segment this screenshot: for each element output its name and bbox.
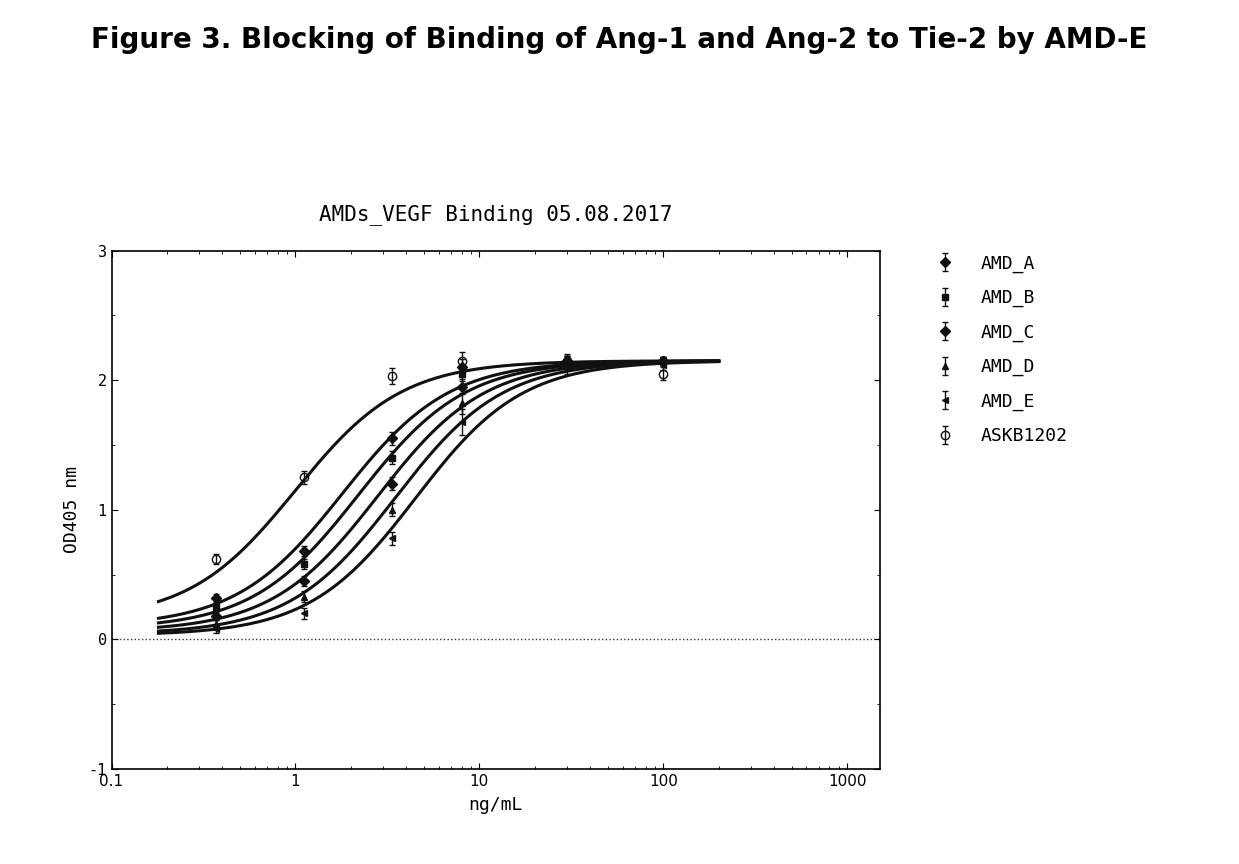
Text: AMDs_VEGF Binding 05.08.2017: AMDs_VEGF Binding 05.08.2017 [318,204,673,225]
Text: Figure 3. Blocking of Binding of Ang-1 and Ang-2 to Tie-2 by AMD-E: Figure 3. Blocking of Binding of Ang-1 a… [92,26,1147,54]
Legend: AMD_A, AMD_B, AMD_C, AMD_D, AMD_E, ASKB1202: AMD_A, AMD_B, AMD_C, AMD_D, AMD_E, ASKB1… [919,254,1068,445]
Y-axis label: OD405 nm: OD405 nm [63,467,82,553]
X-axis label: ng/mL: ng/mL [468,796,523,814]
